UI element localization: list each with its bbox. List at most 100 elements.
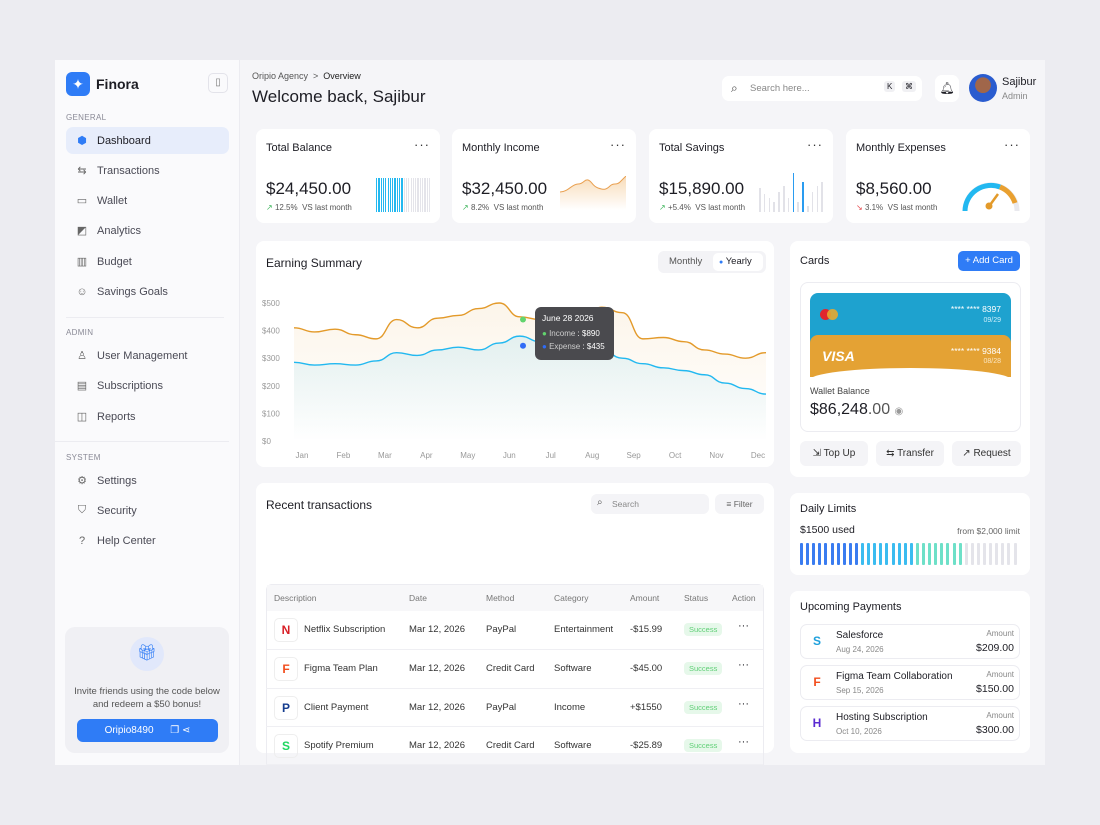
savings-bar: [783, 186, 785, 212]
sidebar-item-security[interactable]: ⛉ Security: [66, 497, 229, 524]
label: Transactions: [97, 164, 160, 177]
more-icon[interactable]: ···: [738, 659, 749, 672]
bell-icon[interactable]: 🔔︎: [935, 75, 959, 102]
table-row[interactable]: F Figma Team Plan Mar 12, 2026 Credit Card S…: [266, 649, 763, 687]
sidebar-item-wallet[interactable]: ▭ Wallet: [66, 187, 229, 214]
card-title: Earning Summary: [266, 256, 363, 270]
x-tick-label: Feb: [337, 451, 351, 460]
cell-amount: -$15.99: [630, 624, 663, 635]
home-icon: ⬢: [77, 135, 87, 147]
divider: [66, 317, 224, 318]
sidebar-toggle-icon[interactable]: ▯: [208, 73, 228, 93]
table-row[interactable]: N Netflix Subscription Mar 12, 2026 PayPal E…: [266, 611, 763, 649]
eye-icon[interactable]: ◉: [894, 406, 904, 417]
table-header: [267, 585, 763, 611]
request-button[interactable]: ↗ Request: [952, 441, 1021, 466]
cell-amount: -$25.89: [630, 739, 663, 751]
filter-button[interactable]: ≡ Filter: [715, 494, 764, 514]
income-line: [293, 302, 767, 359]
limit-bar: [989, 543, 993, 565]
copy-icon[interactable]: ❐: [170, 725, 180, 736]
sidebar-item-reports[interactable]: ◫ Reports: [66, 403, 229, 430]
expense-point[interactable]: [520, 342, 526, 349]
column-header[interactable]: Method: [486, 593, 515, 603]
income-point[interactable]: [520, 316, 526, 323]
label: Analytics: [97, 224, 142, 237]
spark-bar: [399, 178, 401, 212]
column-header[interactable]: Action: [732, 593, 756, 603]
merchant-logo-icon: S: [274, 733, 298, 758]
sidebar-item-savings-goals[interactable]: ☺ Savings Goals: [66, 278, 229, 305]
more-icon[interactable]: ···: [738, 735, 749, 748]
upcoming-payment-item[interactable]: F Figma Team Collaboration Sep 15, 2026 Amo…: [800, 665, 1020, 700]
add-card-button[interactable]: + Add Card: [958, 251, 1020, 271]
limit-bar: [824, 543, 828, 565]
change-note: VS last month: [887, 203, 938, 212]
column-header[interactable]: Amount: [630, 593, 660, 603]
kpi-title: Total Savings: [659, 142, 725, 154]
share-icon[interactable]: ⋖: [182, 725, 191, 736]
toggle-yearly[interactable]: ● Yearly: [713, 253, 763, 271]
top-up-button[interactable]: ⇲ Top Up: [800, 441, 868, 466]
sidebar-item-help-center[interactable]: ? Help Center: [66, 527, 229, 554]
upcoming-payment-item[interactable]: H Hosting Subscription Oct 10, 2026 Amount $…: [800, 706, 1020, 741]
upcoming-payment-item[interactable]: S Salesforce Aug 24, 2026 Amount $209.00: [800, 624, 1020, 659]
more-icon[interactable]: ···: [414, 137, 430, 152]
spark-bar: [382, 178, 385, 212]
limit-bar: [909, 543, 913, 565]
search-input[interactable]: ⌕ Search here... K ⌘: [722, 76, 922, 101]
sidebar-item-analytics[interactable]: ◩ Analytics: [66, 217, 229, 244]
card-title: Daily Limits: [800, 503, 857, 515]
sidebar-item-subscriptions[interactable]: ▤ Subscriptions: [66, 372, 229, 399]
shield-icon: ⛉: [77, 504, 87, 516]
limit-bar: [800, 543, 803, 565]
label: Top Up: [823, 448, 856, 459]
more-icon[interactable]: ···: [807, 137, 823, 152]
limit-bar: [934, 543, 938, 565]
sidebar-item-budget[interactable]: ▥ Budget: [66, 248, 229, 275]
cell-amount: +$1550: [630, 701, 662, 713]
savings-bar: [773, 202, 775, 212]
savings-bar: [792, 173, 795, 212]
wallet-label: Wallet Balance: [810, 386, 870, 396]
table-row[interactable]: P Client Payment Mar 12, 2026 PayPal Income +…: [266, 687, 763, 726]
table-row[interactable]: S Spotify Premium Mar 12, 2026 Credit Card S…: [266, 725, 763, 764]
sidebar-item-transactions[interactable]: ⇆ Transactions: [66, 157, 229, 184]
change-value: +5.4%: [667, 203, 691, 212]
transfer-button[interactable]: ⇆ Transfer: [876, 441, 944, 466]
column-header[interactable]: Category: [554, 593, 589, 603]
change-value: 3.1%: [864, 203, 884, 212]
more-icon[interactable]: ···: [738, 697, 749, 710]
cell-category: Income: [554, 701, 586, 713]
more-icon[interactable]: ···: [610, 137, 626, 152]
breadcrumb-item[interactable]: Oripio Agency: [252, 71, 309, 81]
merchant-logo-icon: F: [274, 657, 298, 682]
limit-bar: [983, 543, 986, 565]
sidebar-item-user-management[interactable]: ♙ User Management: [66, 342, 229, 369]
x-tick-label: Jun: [503, 451, 516, 460]
column-header[interactable]: Date: [409, 593, 427, 603]
add-card-label: Add Card: [972, 255, 1013, 266]
table-row[interactable]: AAdobe CreativeMar 12, 2026PayPalHosting…: [266, 764, 763, 765]
label: Settings: [97, 474, 137, 487]
tooltip-date: June 28 2026: [542, 313, 594, 323]
avatar[interactable]: [969, 74, 997, 102]
more-icon[interactable]: ···: [738, 620, 749, 632]
column-header[interactable]: Status: [684, 593, 709, 603]
expense-gauge: [962, 182, 1020, 212]
column-header[interactable]: Description: [274, 593, 317, 603]
sidebar-item-dashboard[interactable]: ⬢ Dashboard: [66, 127, 229, 154]
savings-bar: [811, 192, 814, 212]
sidebar: ✦ Finora ▯ GENERAL ⬢ Dashboard ⇆ Transacti…: [55, 60, 240, 765]
label: Subscriptions: [97, 379, 164, 392]
sidebar-item-settings[interactable]: ⚙ Settings: [66, 467, 229, 494]
breadcrumb: Oripio Agency > Overview: [252, 71, 361, 81]
toggle-monthly[interactable]: Monthly: [669, 256, 703, 267]
mastercard-logo-icon: [827, 309, 838, 320]
payment-amount: $300.00: [976, 724, 1014, 736]
transactions-search-input[interactable]: ⌕ Search: [591, 494, 709, 514]
brand-name: Finora: [96, 76, 139, 92]
cell-method: Credit Card: [486, 739, 535, 751]
more-icon[interactable]: ···: [1004, 137, 1020, 152]
invite-code-button[interactable]: Oripio8490 ❐ ⋖: [77, 719, 218, 742]
